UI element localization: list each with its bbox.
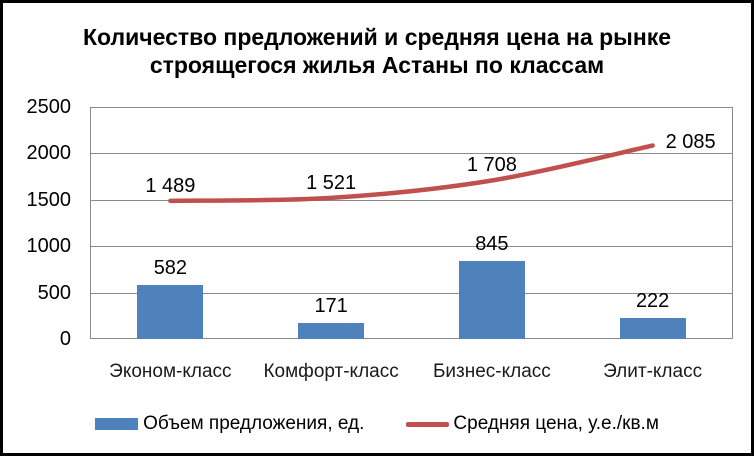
bar-value-label: 845 [475, 232, 509, 255]
price-line-svg [168, 143, 655, 204]
bar-value-label: 222 [635, 290, 670, 313]
title-line-1: Количество предложений и средняя цена на… [82, 24, 672, 50]
y-axis-tick-label: 1500 [26, 188, 72, 211]
legend-item-volume: Объем предложения, ед. [95, 412, 364, 436]
legend: Объем предложения, ед. Средняя цена, у.е… [3, 412, 751, 436]
legend-label-price: Средняя цена, у.е./кв.м [453, 413, 659, 434]
title-line-2: строящегося жилья Астаны по классам [149, 52, 605, 78]
y-axis-tick-label: 2000 [26, 142, 72, 165]
line-value-label: 2 085 [665, 130, 716, 153]
legend-item-price: Средняя цена, у.е./кв.м [406, 412, 659, 436]
line-value-label: 1 521 [306, 171, 357, 194]
gridline [90, 246, 733, 248]
bar [619, 318, 686, 339]
line-value-label: 1 489 [145, 174, 196, 197]
category-label: Элит-класс [603, 361, 703, 382]
bar [298, 323, 365, 339]
gridline [90, 292, 733, 294]
price-line [168, 143, 655, 204]
y-axis-tick-label: 1000 [26, 235, 72, 258]
chart-title: Количество предложений и средняя цена на… [3, 23, 751, 79]
category-label: Бизнес-класс [432, 361, 551, 382]
legend-bar-swatch [95, 418, 139, 430]
bar [458, 260, 525, 339]
y-axis-tick-label: 500 [37, 281, 71, 304]
category-label: Эконом-класс [109, 361, 232, 382]
plot-area [90, 107, 733, 339]
y-axis-tick-label: 0 [59, 328, 71, 350]
gridline [90, 199, 733, 201]
gridline [90, 153, 733, 155]
y-axis-tick-label: 2500 [26, 96, 72, 118]
category-label: Комфорт-класс [263, 361, 399, 382]
legend-label-volume: Объем предложения, ед. [143, 413, 365, 434]
bar [137, 284, 204, 339]
line-value-label: 1 708 [466, 154, 517, 177]
legend-line-swatch [406, 421, 450, 427]
bar-value-label: 171 [314, 295, 348, 318]
bar-value-label: 582 [153, 256, 188, 279]
